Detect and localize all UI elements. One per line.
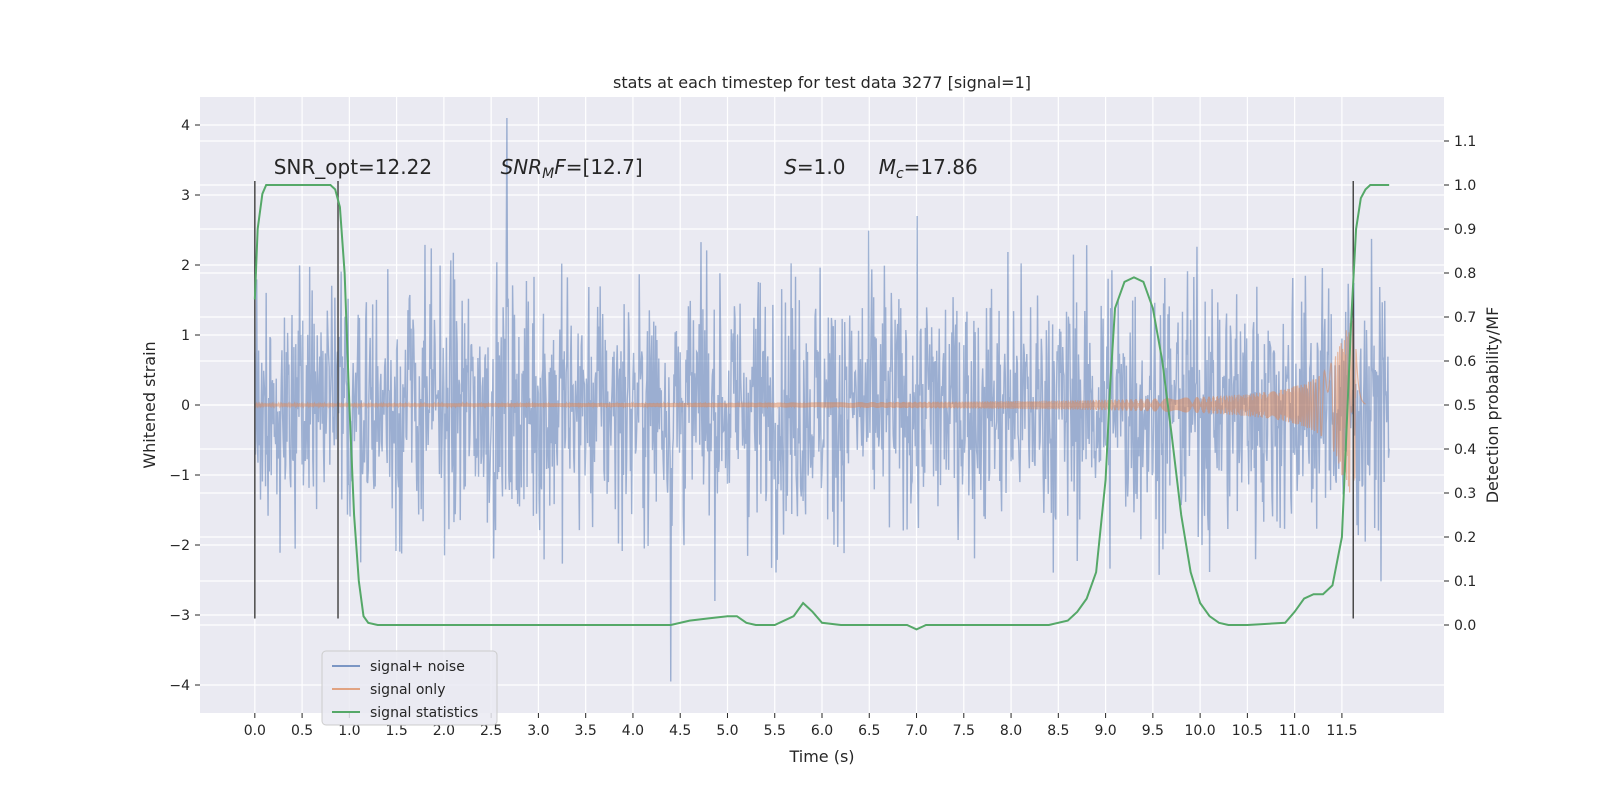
x-tick-label-2: 1.0 (338, 723, 360, 739)
signal-plus-noise-trace (254, 117, 1390, 682)
y2-tick-label-2: 0.9 (1454, 222, 1476, 238)
x-tick-label-6: 3.0 (527, 723, 549, 739)
x-tick-label-19: 9.5 (1142, 723, 1164, 739)
series-signal-only (254, 318, 1366, 493)
y2-tick-label-6: 0.5 (1454, 398, 1476, 414)
legend-box (321, 650, 498, 726)
y2-tick-label-5: 0.6 (1454, 354, 1476, 370)
annotation-1: SNRMF=[12.7] (501, 155, 643, 182)
y2-tick-label-8: 0.3 (1454, 486, 1476, 502)
y-axis-label: Whitened strain (140, 341, 159, 468)
x-tick-label-0: 0.0 (244, 723, 266, 739)
x-tick-label-18: 9.0 (1094, 723, 1116, 739)
y2-tick-label-1: 1.0 (1454, 178, 1476, 194)
y2-tick-label-0: 1.1 (1454, 134, 1476, 150)
series-signal-statistics (253, 184, 1390, 631)
annotation-3: Mc=17.86 (879, 155, 978, 182)
y-axis-ticks: 4 3 2 1 0 −1 −2 −3 −4 (169, 118, 200, 694)
y2-tick-label-9: 0.2 (1454, 530, 1476, 546)
y2-tick-label-11: 0.0 (1454, 618, 1476, 634)
x-tick-label-9: 4.5 (669, 723, 691, 739)
x-tick-label-23: 11.5 (1326, 723, 1357, 739)
legend-label-2: signal statistics (370, 705, 478, 721)
y2-tick-label-10: 0.1 (1454, 574, 1476, 590)
x-tick-label-13: 6.5 (858, 723, 880, 739)
x-tick-label-10: 5.0 (716, 723, 738, 739)
x-tick-label-3: 1.5 (385, 723, 407, 739)
annotation-0: SNR_opt=12.22 (274, 155, 432, 179)
y-tick-label-7: −3 (169, 608, 190, 624)
annotation-2: S=1.0 (784, 155, 845, 179)
x-tick-label-4: 2.0 (433, 723, 455, 739)
y-tick-label-3: 1 (181, 328, 190, 344)
x-axis-ticks: 0.0 0.5 1.0 1.5 2.0 2.5 3.0 3.5 4.0 4.5 5.0 5.5 6.0 6… (244, 713, 1357, 739)
legend-label-0: signal+ noise (370, 659, 465, 675)
y-tick-label-1: 3 (181, 188, 190, 204)
x-tick-label-8: 4.0 (622, 723, 644, 739)
x-tick-label-22: 11.0 (1279, 723, 1310, 739)
x-tick-label-11: 5.5 (764, 723, 786, 739)
x-tick-label-17: 8.5 (1047, 723, 1069, 739)
legend-label-1: signal only (370, 682, 445, 698)
y2-tick-label-4: 0.7 (1454, 310, 1476, 326)
y-tick-label-8: −4 (169, 678, 190, 694)
x-tick-label-15: 7.5 (953, 723, 975, 739)
x-tick-label-7: 3.5 (575, 723, 597, 739)
signal-only-trace (254, 318, 1366, 493)
x-tick-label-1: 0.5 (291, 723, 313, 739)
y-tick-label-4: 0 (181, 398, 190, 414)
series-signal-plus-noise (254, 117, 1390, 682)
x-tick-label-16: 8.0 (1000, 723, 1022, 739)
chart-title: stats at each timestep for test data 327… (613, 73, 1031, 92)
y2-tick-label-7: 0.4 (1454, 442, 1476, 458)
x-tick-label-21: 10.5 (1232, 723, 1263, 739)
y-tick-label-0: 4 (181, 118, 190, 134)
legend: signal+ noise signal only signal statistic… (321, 650, 498, 726)
annotations: SNR_opt=12.22 SNRMF=[12.7] S=1.0 Mc=17.86 (274, 155, 978, 182)
x-tick-label-5: 2.5 (480, 723, 502, 739)
y-tick-label-2: 2 (181, 258, 190, 274)
y2-tick-label-3: 0.8 (1454, 266, 1476, 282)
y-tick-label-5: −1 (169, 468, 190, 484)
x-tick-label-12: 6.0 (811, 723, 833, 739)
y2-axis-ticks: 1.1 1.0 0.9 0.8 0.7 0.6 0.5 0.4 0.3 0.2 0.1 0.0 (1444, 134, 1476, 634)
x-tick-label-20: 10.0 (1185, 723, 1216, 739)
y2-axis-label: Detection probability/MF (1483, 307, 1502, 504)
x-axis-label: Time (s) (788, 747, 854, 766)
marker-lines (254, 181, 1355, 619)
y-tick-label-6: −2 (169, 538, 190, 554)
x-tick-label-14: 7.0 (905, 723, 927, 739)
